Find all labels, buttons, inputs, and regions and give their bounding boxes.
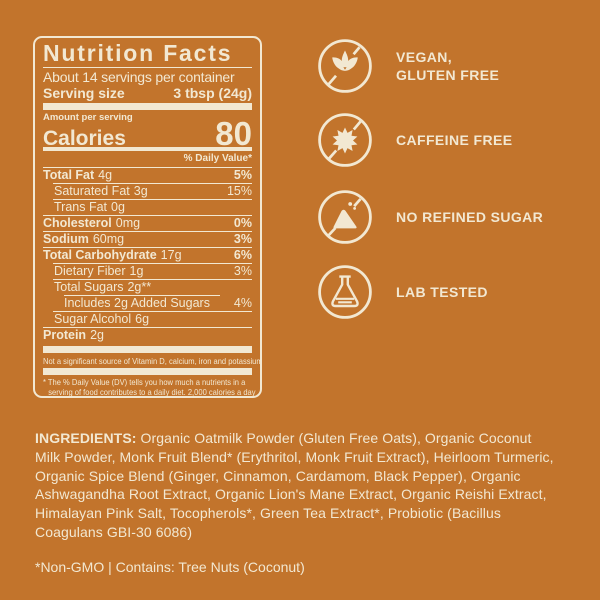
- serving-size-label: Serving size: [43, 85, 125, 101]
- serving-size-row: Serving size 3 tbsp (24g): [43, 85, 252, 101]
- row-sodium: Sodium 60mg 3%: [43, 232, 252, 246]
- separator-bar: [43, 103, 252, 110]
- row-dietary-fiber: Dietary Fiber 1g 3%: [54, 264, 252, 278]
- lotus-slash-icon: [318, 39, 372, 93]
- row-sugar-alcohol: Sugar Alcohol 6g: [54, 312, 150, 326]
- row-saturated-fat: Saturated Fat 3g 15%: [54, 184, 252, 198]
- row-cholesterol: Cholesterol 0mg 0%: [43, 216, 252, 230]
- divider: [43, 247, 252, 248]
- sun-burst-slash-icon: [318, 113, 372, 167]
- separator-bar: [43, 368, 252, 375]
- badge-label: VEGAN, GLUTEN FREE: [396, 48, 500, 84]
- serving-size-value: 3 tbsp (24g): [173, 85, 252, 101]
- dv-value: 6%: [233, 248, 252, 262]
- divider: [53, 279, 252, 280]
- separator-bar: [43, 346, 252, 353]
- dv-value: 3%: [233, 232, 252, 246]
- divider: [64, 295, 220, 296]
- nutrition-facts-title: Nutrition Facts: [43, 40, 233, 66]
- ingredients-text: Organic Oatmilk Powder (Gluten Free Oats…: [35, 430, 554, 540]
- divider: [43, 327, 252, 328]
- row-total-fat: Total Fat 4g 5%: [43, 168, 252, 182]
- amount-per-serving-label: Amount per serving: [43, 112, 133, 123]
- divider: [43, 67, 252, 68]
- dv-value: 15%: [226, 184, 252, 198]
- divider: [53, 199, 252, 200]
- dv-value: 4%: [233, 296, 252, 310]
- calories-row: Calories 80: [43, 115, 252, 152]
- dv-value: 3%: [233, 264, 252, 278]
- divider: [43, 231, 252, 232]
- calories-value: 80: [215, 115, 252, 152]
- row-total-carbohydrate: Total Carbohydrate 17g 6%: [43, 248, 252, 262]
- badge-label: NO REFINED SUGAR: [396, 208, 544, 225]
- allergen-line: *Non-GMO | Contains: Tree Nuts (Coconut): [35, 559, 305, 575]
- ingredients-heading: INGREDIENTS:: [35, 430, 137, 446]
- daily-value-header: % Daily Value*: [43, 153, 252, 168]
- not-significant-note: Not a significant source of Vitamin D, c…: [43, 356, 262, 366]
- daily-value-footnote: * The % Daily Value (DV) tells you how m…: [43, 377, 256, 398]
- separator-bar: [43, 147, 252, 151]
- divider: [53, 311, 252, 312]
- row-trans-fat: Trans Fat 0g: [54, 200, 125, 214]
- row-protein: Protein 2g: [43, 328, 104, 342]
- badge-label: CAFFEINE FREE: [396, 131, 513, 148]
- badge-caffeine-free: CAFFEINE FREE: [317, 112, 512, 168]
- sugar-mound-slash-icon: [318, 190, 372, 244]
- row-total-sugars: Total Sugars 2g**: [54, 280, 152, 294]
- lab-flask-icon: [318, 265, 372, 319]
- nutrition-facts-panel: Nutrition Facts About 14 servings per co…: [33, 36, 262, 398]
- badge-vegan-gluten-free: VEGAN, GLUTEN FREE: [317, 38, 499, 94]
- dv-value: 0%: [233, 216, 252, 230]
- calories-label: Calories: [43, 127, 126, 150]
- servings-per-container: About 14 servings per container: [43, 69, 235, 85]
- badge-no-refined-sugar: NO REFINED SUGAR: [317, 189, 543, 245]
- badge-label: LAB TESTED: [396, 283, 488, 300]
- divider: [53, 263, 252, 264]
- divider: [53, 183, 252, 184]
- ingredients-paragraph: INGREDIENTS: Organic Oatmilk Powder (Glut…: [35, 429, 559, 542]
- divider: [43, 215, 252, 216]
- row-added-sugars: Includes 2g Added Sugars 4%: [64, 296, 252, 310]
- badge-lab-tested: LAB TESTED: [317, 264, 488, 320]
- dv-value: 5%: [233, 168, 252, 182]
